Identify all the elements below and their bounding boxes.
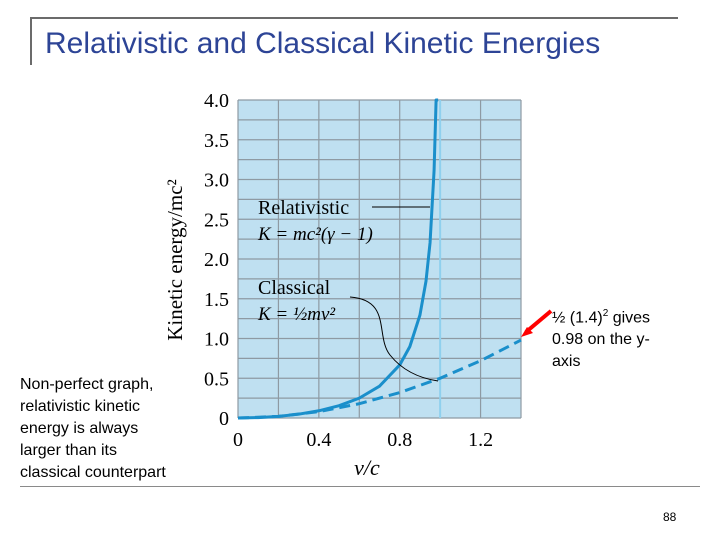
- y-tick-label: 3.0: [204, 170, 229, 192]
- x-tick-label: 1.2: [468, 429, 493, 451]
- classical-label: Classical: [258, 277, 331, 299]
- x-tick-label: 0.8: [387, 429, 412, 451]
- relativistic-formula: K = mc²(γ − 1): [257, 224, 373, 245]
- right-note: ½ (1.4)2 gives 0.98 on the y-axis: [552, 303, 677, 373]
- relativistic-curve: [237, 98, 439, 420]
- y-tick-label: 0: [219, 408, 229, 430]
- y-tick-label: 0.5: [204, 368, 229, 390]
- classical-formula: K = ½mv²: [257, 304, 335, 325]
- relativistic-label: Relativistic: [258, 197, 349, 219]
- x-axis-label: v/c: [354, 455, 380, 480]
- series-layer: [237, 98, 522, 420]
- relativistic-annotation: Relativistic K = mc²(γ − 1): [257, 197, 430, 245]
- x-tick-label: 0.4: [306, 429, 331, 451]
- title-frame-left-line: [30, 17, 32, 65]
- right-note-superscript: 2: [602, 308, 609, 319]
- classical-annotation: Classical K = ½mv²: [257, 277, 439, 382]
- y-tick-label: 2.5: [204, 209, 229, 231]
- classical-leader-line: [349, 296, 439, 382]
- y-tick-label: 3.5: [204, 130, 229, 152]
- x-tick-label: 0: [233, 429, 243, 451]
- tick-labels: 0 0.4 0.8 1.2 0 0.5 1.0 1.5 2.0 2.5 3.0 3.5 4.0: [204, 90, 493, 451]
- y-tick-label: 4.0: [204, 90, 229, 112]
- right-note-suffix: gives 0.98 on the y-axis: [552, 309, 651, 371]
- y-tick-label: 1.5: [204, 289, 229, 311]
- page-number: 88: [663, 510, 677, 524]
- red-arrow-icon: [521, 309, 553, 337]
- y-tick-label: 2.0: [204, 249, 229, 271]
- right-note-prefix: ½ (1.4): [552, 309, 603, 327]
- y-axis-label: Kinetic energy/mc²: [163, 179, 187, 341]
- y-tick-label: 1.0: [204, 329, 229, 351]
- left-note: Non-perfect graph, relativistic kinetic …: [20, 376, 166, 481]
- title-frame-top-line: [30, 17, 678, 19]
- bottom-rule: [20, 486, 700, 487]
- classical-curve: [237, 338, 522, 420]
- slide-title: Relativistic and Classical Kinetic Energ…: [45, 27, 601, 60]
